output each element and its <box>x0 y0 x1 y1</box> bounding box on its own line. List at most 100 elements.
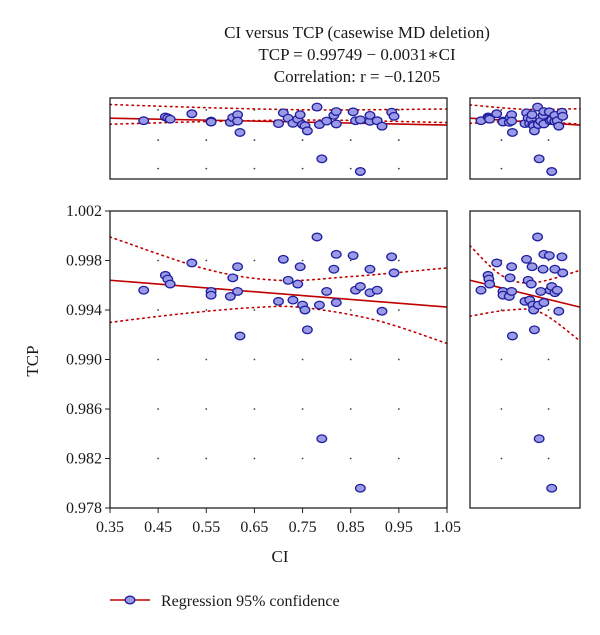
grid-dot <box>547 457 550 460</box>
data-point <box>282 275 294 285</box>
right-data-point <box>506 262 518 272</box>
corner-data-point <box>506 128 518 137</box>
data-point <box>321 286 333 296</box>
grid-dot <box>301 167 304 170</box>
grid-dot <box>349 139 352 141</box>
grid-dot <box>301 457 304 460</box>
data-point <box>371 285 383 295</box>
right-confidence-lower <box>469 308 581 342</box>
data-point <box>299 305 311 315</box>
right-data-point <box>475 285 487 295</box>
data-point <box>224 291 236 301</box>
top-data-point <box>301 126 313 136</box>
grid-dot <box>500 408 503 410</box>
data-point <box>330 298 342 308</box>
right-data-point <box>504 273 516 283</box>
legend: Regression 95% confidence <box>110 593 340 610</box>
data-point <box>354 483 366 493</box>
legend-marker <box>124 595 136 605</box>
x-axis-ticks: 0.35 0.45 0.55 0.65 0.75 0.85 0.95 1.05 <box>96 508 461 536</box>
top-data-point <box>316 154 328 164</box>
right-data-point <box>506 331 518 341</box>
top-data-point <box>294 110 306 120</box>
grid-dot <box>397 408 400 410</box>
corner-data-point <box>546 167 558 176</box>
grid-dot <box>349 309 352 311</box>
grid-dot <box>301 358 304 361</box>
x-tick-label: 0.85 <box>337 519 365 536</box>
grid-dot <box>397 457 400 460</box>
right-data-point <box>491 258 503 268</box>
grid-dot <box>349 358 352 361</box>
grid-dot <box>157 408 160 410</box>
grid-dot <box>157 259 160 262</box>
top-data-point <box>388 111 400 121</box>
corner-data-point <box>506 116 518 126</box>
corner-data-point <box>553 121 565 131</box>
grid-dot <box>205 259 208 262</box>
right-data-point <box>551 285 563 295</box>
grid-dot <box>500 358 503 361</box>
y-tick-label: 0.986 <box>66 401 102 418</box>
grid-dot <box>205 139 208 141</box>
grid-dot <box>547 139 550 141</box>
top-data-point <box>311 102 323 112</box>
legend-label: Regression 95% confidence <box>161 593 340 610</box>
data-point <box>205 290 217 300</box>
grid-dot <box>253 358 256 361</box>
grid-dot <box>157 309 160 311</box>
x-tick-label: 0.95 <box>385 519 413 536</box>
data-point <box>301 325 313 335</box>
grid-dot <box>349 167 352 170</box>
right-data-point <box>535 286 547 296</box>
top-data-point <box>164 114 176 124</box>
right-data-point <box>553 306 565 316</box>
grid-dot <box>500 457 503 460</box>
right-data-point <box>538 298 550 308</box>
data-point <box>277 254 289 264</box>
grid-dot <box>547 358 550 361</box>
data-point <box>232 262 244 272</box>
grid-dot <box>253 309 256 311</box>
grid-dot <box>301 259 304 262</box>
panel-frame <box>109 97 448 180</box>
data-point <box>330 249 342 259</box>
grid-dot <box>397 358 400 361</box>
top-data-point <box>354 115 366 125</box>
main-plot-panel <box>109 210 448 509</box>
grid-dot <box>253 457 256 460</box>
grid-dot <box>397 259 400 262</box>
grid-dot <box>349 408 352 410</box>
right-data-point <box>546 483 558 493</box>
grid-dot <box>547 259 550 262</box>
data-point <box>227 273 239 283</box>
correlation-label: Correlation: r = −0.1205 <box>274 67 440 86</box>
x-tick-label: 0.35 <box>96 519 124 536</box>
grid-dot <box>349 457 352 460</box>
y-tick-label: 0.998 <box>66 253 102 270</box>
top-confidence-upper <box>109 103 448 111</box>
data-point <box>186 258 198 268</box>
grid-dot <box>253 139 256 141</box>
grid-dot <box>500 109 503 111</box>
data-point <box>386 252 398 262</box>
top-data-point <box>347 107 359 117</box>
y-tick-label: 1.002 <box>66 203 102 220</box>
grid-dot <box>397 309 400 311</box>
corner-data-point <box>484 114 496 124</box>
grid-dot <box>157 139 160 141</box>
panel-frame <box>469 210 581 509</box>
x-tick-label: 0.75 <box>289 519 317 536</box>
grid-dot <box>205 358 208 361</box>
corner-marginal-panel <box>469 97 581 180</box>
y-tick-label: 0.994 <box>66 302 102 319</box>
data-point <box>364 264 376 274</box>
right-data-point <box>557 268 569 278</box>
top-marginal-panel <box>109 97 448 180</box>
top-data-point <box>186 109 198 119</box>
x-axis-label: CI <box>272 547 289 566</box>
grid-dot <box>205 457 208 460</box>
regression-equation: TCP = 0.99749 − 0.0031∗CI <box>258 45 456 64</box>
grid-dot <box>397 167 400 170</box>
x-tick-label: 1.05 <box>433 519 461 536</box>
